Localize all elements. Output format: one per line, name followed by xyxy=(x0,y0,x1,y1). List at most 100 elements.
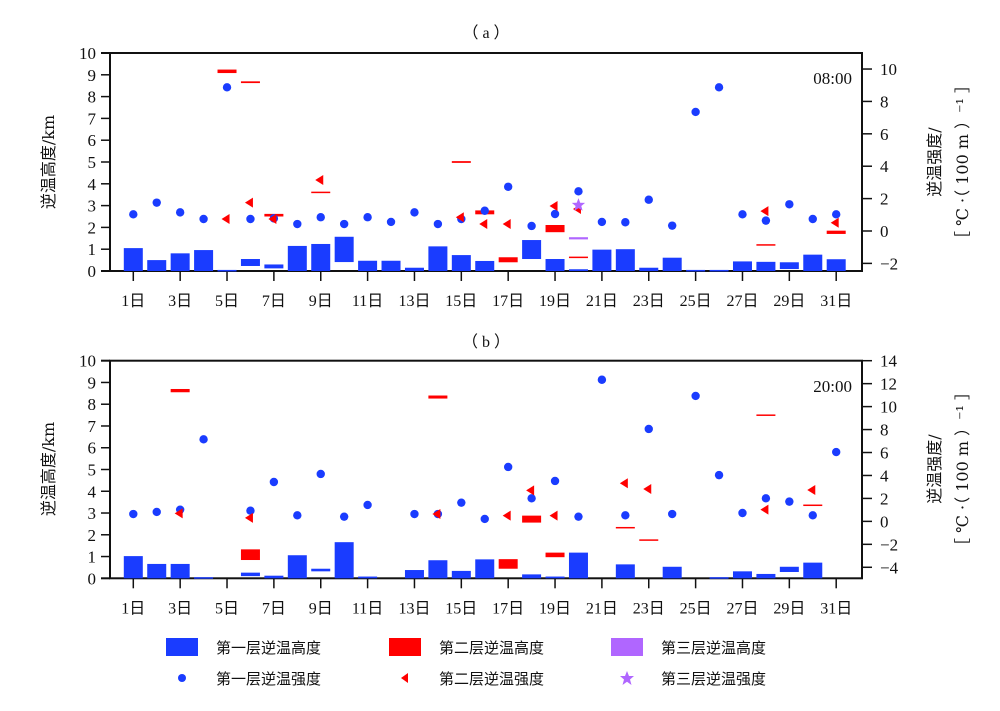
layer1-intensity-point xyxy=(597,375,607,384)
layer2-height-bar xyxy=(498,257,518,263)
y-right-tick-label: 4 xyxy=(880,157,889,176)
layer1-intensity-point xyxy=(433,219,443,229)
layer1-height-bar xyxy=(709,269,729,272)
layer1-intensity-point xyxy=(574,512,583,521)
time-label: 20:00 xyxy=(813,377,852,396)
layer1-intensity-point xyxy=(339,512,349,521)
layer1-height-bar xyxy=(287,555,307,579)
layer1-intensity-point xyxy=(293,511,302,520)
layer1-height-bar xyxy=(404,267,424,271)
layer1-intensity-point xyxy=(293,219,302,229)
layer2-height-bar xyxy=(639,539,659,541)
layer1-height-bar xyxy=(709,577,729,579)
y-left-tick-label: 8 xyxy=(88,88,97,107)
x-tick-label: 21日 xyxy=(586,293,618,310)
y-right-tick-label: 14 xyxy=(880,352,898,371)
layer1-height-bar xyxy=(756,261,776,271)
layer1-intensity-point xyxy=(832,447,841,457)
layer1-height-bar xyxy=(686,269,706,272)
layer2-height-bar xyxy=(240,81,260,84)
layer1-height-bar xyxy=(756,573,776,579)
layer2-height-bar xyxy=(240,549,260,561)
layer1-intensity-point xyxy=(761,216,771,225)
layer1-intensity-point xyxy=(714,83,724,92)
y-left-tick-label: 8 xyxy=(88,395,97,414)
layer1-height-bar xyxy=(803,254,823,271)
y-right-tick-label: 10 xyxy=(880,60,897,79)
x-tick-label: 3日 xyxy=(168,293,192,310)
layer1-intensity-point xyxy=(785,497,794,506)
x-tick-label: 13日 xyxy=(398,600,430,617)
layer1-intensity-point xyxy=(527,221,536,231)
layer1-intensity-point xyxy=(410,208,419,217)
layer2-height-bar xyxy=(756,244,776,246)
layer1-intensity-point xyxy=(316,213,325,222)
layer1-intensity-point xyxy=(785,200,794,209)
layer1-height-bar xyxy=(803,562,823,579)
layer2-height-bar xyxy=(545,552,565,558)
layer1-intensity-point xyxy=(269,477,279,487)
layer2-height-bar xyxy=(170,388,190,393)
layer1-height-bar xyxy=(568,269,588,271)
layer2-height-bar xyxy=(522,515,542,523)
legend-item-layer3-height: 第三层逆温高度 xyxy=(611,634,766,660)
layer1-height-bar xyxy=(522,574,542,579)
y-right-tick-label: 0 xyxy=(880,222,889,241)
panel-title: （ b ） xyxy=(462,333,510,351)
layer1-intensity-point xyxy=(761,494,771,503)
legend-item-layer2-height: 第二层逆温高度 xyxy=(389,634,544,660)
panel-b: （ b ） 20:00 逆温高度/km 逆温强度/ ［ ℃ ·（ 100 m ）… xyxy=(39,333,972,617)
panel-title: （ a ） xyxy=(462,24,509,42)
y-right-tick-label: 0 xyxy=(880,512,889,531)
layer1-height-bar xyxy=(334,236,354,263)
x-tick-label: 9日 xyxy=(309,600,333,617)
x-tick-label: 9日 xyxy=(309,293,333,310)
layer2-height-bar xyxy=(756,414,776,416)
layer2-height-bar xyxy=(498,559,518,569)
layer1-intensity-point xyxy=(644,195,653,204)
time-label: 08:00 xyxy=(813,69,852,88)
y-left-tick-label: 2 xyxy=(88,526,97,545)
layer1-height-bar xyxy=(451,255,471,271)
y-right-tick-label: −2 xyxy=(880,535,898,554)
layer1-intensity-point xyxy=(152,198,161,207)
legend: 第一层逆温高度 第二层逆温高度 第三层逆温高度 第一层逆温强度 第二层逆温强度 xyxy=(160,634,840,704)
x-tick-label: 25日 xyxy=(680,293,712,310)
layer1-height-bar xyxy=(170,563,190,579)
y-axis-right-label-line1: 逆温强度/ xyxy=(925,434,944,504)
y-axis-left-label: 逆温高度/km xyxy=(39,422,58,516)
y-left-tick-label: 5 xyxy=(88,153,97,172)
x-tick-label: 15日 xyxy=(445,600,477,617)
layer2-intensity-point xyxy=(760,504,769,515)
legend-swatch-layer2 xyxy=(389,638,421,656)
layer2-intensity-point xyxy=(432,509,441,520)
y-right-tick-label: 6 xyxy=(880,125,889,144)
x-tick-label: 15日 xyxy=(445,293,477,310)
x-tick-label: 27日 xyxy=(726,600,758,617)
layer1-height-bar xyxy=(475,260,495,271)
x-tick-label: 23日 xyxy=(633,293,665,310)
layer1-height-bar xyxy=(615,249,635,271)
legend-label: 第三层逆温强度 xyxy=(661,669,767,688)
y-left-tick-label: 3 xyxy=(88,504,97,523)
y-left-tick-label: 9 xyxy=(88,373,97,392)
layer1-height-bar xyxy=(264,575,284,579)
layer1-intensity-point xyxy=(152,507,161,517)
layer1-height-bar xyxy=(428,246,448,271)
legend-label: 第二层逆温高度 xyxy=(439,638,545,657)
y-right-tick-label: 2 xyxy=(880,489,889,508)
layer1-height-bar xyxy=(264,264,284,269)
layer2-intensity-point xyxy=(221,214,230,225)
y-axis-right-label-line1: 逆温强度/ xyxy=(925,127,944,197)
layer1-height-bar xyxy=(615,564,635,579)
y-axis-left-label: 逆温高度/km xyxy=(39,115,58,209)
layer1-intensity-point xyxy=(199,435,208,444)
circle-marker-icon xyxy=(166,669,198,687)
layer2-height-bar xyxy=(568,256,588,259)
layer2-intensity-point xyxy=(174,508,183,519)
y-left-tick-label: 6 xyxy=(88,131,97,150)
layer1-height-bar xyxy=(240,259,260,266)
layer2-intensity-point xyxy=(479,219,488,230)
layer2-intensity-point xyxy=(244,197,253,208)
legend-label: 第三层逆温高度 xyxy=(661,638,767,657)
